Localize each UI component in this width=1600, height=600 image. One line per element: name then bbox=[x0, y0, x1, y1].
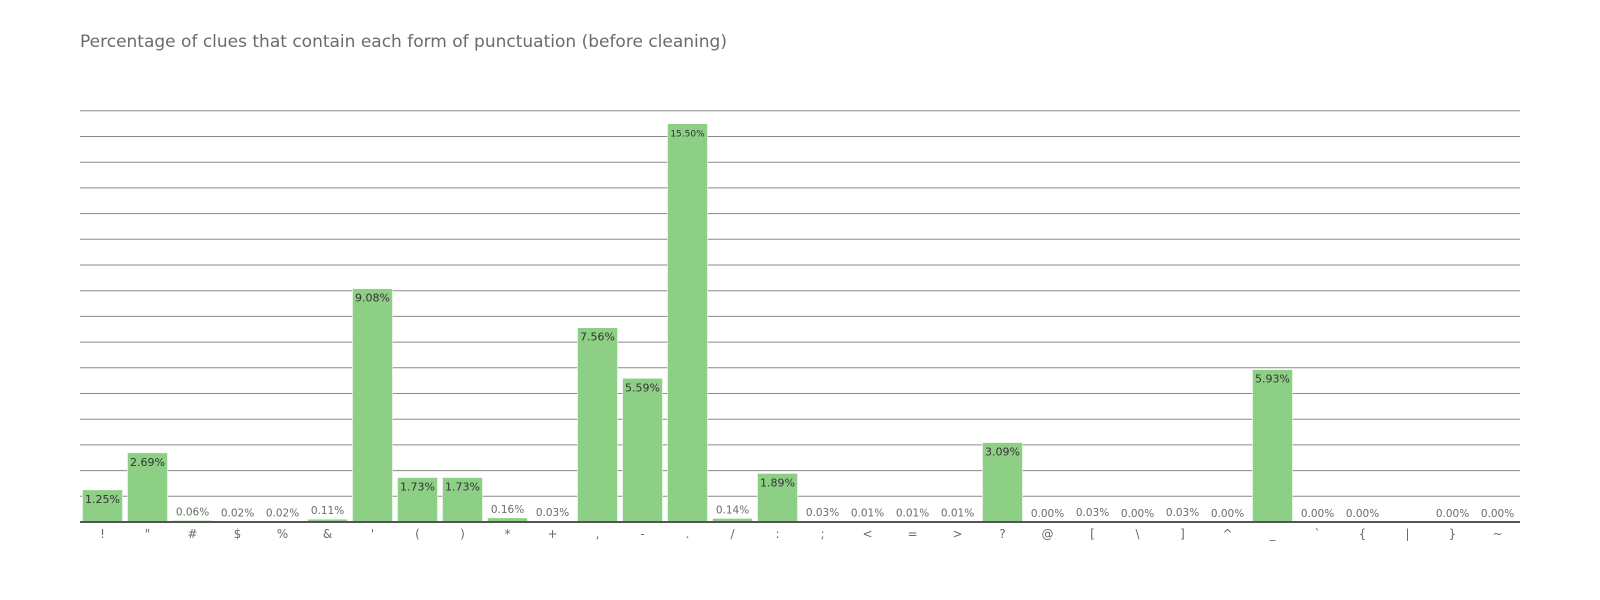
bar bbox=[442, 477, 483, 523]
x-tick-label: : bbox=[775, 527, 779, 541]
bar bbox=[397, 477, 438, 523]
data-label: 7.56% bbox=[580, 331, 615, 344]
x-tick-label: + bbox=[547, 527, 557, 541]
chart-title: Percentage of clues that contain each fo… bbox=[80, 32, 727, 52]
x-tick-label: ? bbox=[999, 527, 1005, 541]
data-label: 0.00% bbox=[1211, 508, 1244, 520]
x-tick-label: ' bbox=[371, 527, 374, 541]
x-tick-label: # bbox=[187, 527, 197, 541]
x-tick-label: < bbox=[862, 527, 872, 541]
data-label: 2.69% bbox=[130, 456, 165, 469]
data-label: 5.59% bbox=[625, 381, 660, 394]
x-tick-label: ^ bbox=[1222, 527, 1232, 541]
data-label: 0.00% bbox=[1121, 508, 1154, 520]
x-tick-label: } bbox=[1449, 527, 1457, 541]
gridlines bbox=[80, 110, 1520, 497]
x-tick-label: ] bbox=[1180, 527, 1185, 541]
x-tick-label: | bbox=[1405, 527, 1409, 541]
x-tick-label: * bbox=[505, 527, 511, 541]
data-label: 1.73% bbox=[445, 481, 480, 494]
data-label: 5.93% bbox=[1255, 373, 1290, 386]
x-tick-label: . bbox=[686, 527, 690, 541]
data-label: 0.03% bbox=[1076, 507, 1109, 519]
data-label: 0.00% bbox=[1346, 508, 1379, 520]
bar bbox=[622, 378, 663, 523]
data-label: 0.00% bbox=[1436, 508, 1469, 520]
data-label: 9.08% bbox=[355, 292, 390, 305]
data-label: 0.06% bbox=[176, 506, 209, 518]
x-tick-label: ` bbox=[1315, 527, 1321, 541]
bar bbox=[577, 327, 618, 523]
data-label: 1.89% bbox=[760, 476, 795, 489]
data-label: 0.16% bbox=[491, 504, 524, 516]
data-label: 0.00% bbox=[1481, 508, 1514, 520]
data-label: 0.14% bbox=[716, 504, 749, 516]
bars bbox=[82, 123, 1293, 523]
data-label: 0.03% bbox=[536, 507, 569, 519]
x-tick-label: \ bbox=[1135, 527, 1140, 541]
data-label: 15.50% bbox=[670, 130, 705, 140]
x-tick-labels: ! " # $% & ' () * +, -. /:; < = >? @ [ \] ^ _ ` { |} ~ bbox=[100, 527, 1502, 541]
data-label: 0.02% bbox=[266, 507, 299, 519]
data-label: 0.00% bbox=[1031, 508, 1064, 520]
bar bbox=[1252, 369, 1293, 523]
x-tick-label: > bbox=[952, 527, 962, 541]
x-tick-label: " bbox=[145, 527, 151, 541]
data-label: 0.03% bbox=[806, 507, 839, 519]
data-label: 3.09% bbox=[985, 446, 1020, 459]
x-tick-label: $ bbox=[234, 527, 242, 541]
x-tick-label: = bbox=[907, 527, 917, 541]
data-label: 0.03% bbox=[1166, 507, 1199, 519]
x-tick-label: , bbox=[596, 527, 600, 541]
bar bbox=[667, 123, 708, 523]
x-tick-label: [ bbox=[1090, 527, 1095, 541]
x-tick-label: _ bbox=[1269, 527, 1277, 541]
x-tick-label: ! bbox=[100, 527, 105, 541]
x-tick-label: % bbox=[277, 527, 288, 541]
bar bbox=[757, 473, 798, 523]
data-label: 0.02% bbox=[221, 507, 254, 519]
data-label: 1.73% bbox=[400, 481, 435, 494]
data-label: 0.01% bbox=[941, 508, 974, 520]
x-tick-label: { bbox=[1359, 527, 1367, 541]
bar bbox=[352, 288, 393, 523]
data-label: 1.25% bbox=[85, 493, 120, 506]
data-label: 0.01% bbox=[896, 508, 929, 520]
bar bbox=[982, 442, 1023, 523]
data-label: 0.00% bbox=[1301, 508, 1334, 520]
x-tick-label: @ bbox=[1042, 527, 1054, 541]
x-tick-label: - bbox=[640, 527, 644, 541]
x-tick-label: & bbox=[323, 527, 332, 541]
x-tick-label: ( bbox=[415, 527, 420, 541]
x-tick-label: ; bbox=[820, 527, 824, 541]
data-label: 0.11% bbox=[311, 505, 344, 517]
x-tick-label: ) bbox=[460, 527, 465, 541]
x-tick-label: ~ bbox=[1492, 527, 1502, 541]
data-labels: 1.25% 2.69% 0.06% 0.02% 0.02% 0.11% 9.08% 1.73%… bbox=[85, 130, 1514, 520]
data-label: 0.01% bbox=[851, 508, 884, 520]
x-tick-label: / bbox=[730, 527, 735, 541]
